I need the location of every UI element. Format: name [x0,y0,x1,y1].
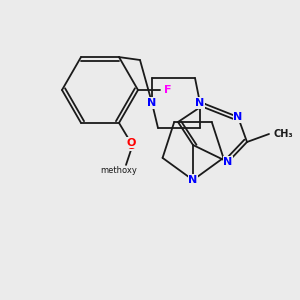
Text: O: O [126,138,136,148]
Text: F: F [164,85,172,95]
Text: N: N [233,112,243,122]
Text: N: N [195,98,205,108]
Text: CH₃: CH₃ [274,129,294,139]
Text: O: O [126,141,136,151]
Text: N: N [188,175,198,185]
Text: methoxy: methoxy [100,167,137,176]
Text: N: N [147,98,157,108]
Text: N: N [224,157,232,167]
